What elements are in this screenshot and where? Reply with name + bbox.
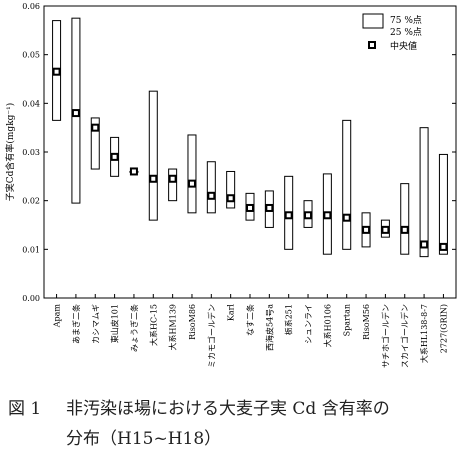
- y-tick-label: 0.06: [22, 2, 40, 11]
- median-marker-13: [304, 211, 313, 220]
- box-series: [52, 17, 448, 298]
- x-tick-label-3: 東山皮101: [110, 304, 120, 343]
- legend-median-marker: [368, 41, 376, 49]
- legend-median-label: 中央値: [390, 40, 417, 52]
- y-tick-label: 0.03: [22, 148, 40, 157]
- x-tick-label-13: シュンライ: [304, 304, 313, 344]
- x-tick-label-19: 大系HL138-8-7: [419, 304, 429, 363]
- caption-line-2: 分布（H15~H18）: [66, 429, 222, 449]
- box-7: [187, 134, 197, 214]
- legend-box-label-25: 25 %点: [390, 27, 422, 38]
- median-marker-7: [187, 179, 196, 188]
- x-tick-label-15: Spartan: [343, 304, 352, 336]
- x-tick-label-0: Apam: [53, 304, 62, 329]
- median-marker-3: [110, 152, 119, 161]
- box-19: [419, 127, 429, 258]
- x-tick-label-11: 西海皮54号a: [264, 304, 274, 351]
- x-tick-label-16: RisoM56: [362, 304, 371, 340]
- box-8: [206, 161, 216, 214]
- y-tick-label: 0.04: [22, 99, 40, 108]
- box-2: [90, 117, 100, 170]
- x-tick-label-9: Karl: [227, 304, 236, 322]
- median-marker-2: [91, 123, 100, 132]
- median-marker-8: [207, 191, 216, 200]
- figure-caption: 図 1 非汚染ほ場における大麦子実 Cd 含有率の 分布（H15~H18）: [8, 394, 458, 454]
- median-marker-16: [362, 225, 371, 234]
- x-tick-label-17: サチホゴールデン: [380, 304, 390, 368]
- box-15: [342, 119, 352, 250]
- median-marker-11: [265, 203, 274, 212]
- median-marker-6: [168, 174, 177, 183]
- median-marker-5: [149, 174, 158, 183]
- y-axis-label: 子実Cd含有率(mgkg⁻¹): [4, 103, 16, 202]
- caption-line-1: 非汚染ほ場における大麦子実 Cd 含有率の: [66, 399, 390, 419]
- x-tick-label-5: 大系HC-15: [148, 304, 158, 346]
- y-tick-label: 0.00: [22, 294, 40, 303]
- legend-box-swatch: [362, 13, 384, 29]
- y-tick-label: 0.02: [22, 197, 40, 206]
- box-18: [400, 183, 410, 255]
- median-marker-4: [129, 167, 138, 176]
- median-marker-9: [226, 194, 235, 203]
- x-axis-labels: Apam あまぎ二条 カシマムギ 東山皮101 みょうぎ二条 大系HC-15 大系HM139…: [53, 304, 449, 368]
- x-tick-label-8: ミカモゴールデン: [206, 304, 216, 368]
- y-tick-label: 0.01: [22, 245, 40, 254]
- x-tick-label-14: 大系H0106: [322, 304, 332, 347]
- median-marker-14: [323, 211, 332, 220]
- x-tick-label-7: RisoM86: [188, 304, 197, 340]
- box-6: [168, 168, 178, 202]
- median-marker-15: [342, 213, 351, 222]
- x-tick-label-10: なす二条: [245, 304, 255, 336]
- box-20: [438, 153, 448, 255]
- x-tick-label-1: あまぎ二条: [71, 304, 81, 344]
- legend-box-label-75: 75 %点: [390, 15, 422, 26]
- box-9: [226, 170, 236, 209]
- median-marker-1: [71, 109, 80, 118]
- median-marker-19: [420, 240, 429, 249]
- y-axis: 0.00 0.01 0.02 0.03 0.04 0.05 0.06: [22, 2, 456, 303]
- y-tick-label: 0.05: [22, 51, 40, 60]
- median-marker-0: [52, 67, 61, 76]
- median-marker-10: [246, 203, 254, 212]
- figure-number: 図 1: [8, 399, 42, 419]
- median-marker-17: [381, 225, 390, 234]
- x-tick-label-4: みょうぎ二条: [129, 304, 139, 352]
- median-marker-20: [439, 242, 448, 251]
- box-5: [148, 90, 158, 221]
- median-marker-18: [400, 225, 409, 234]
- x-tick-label-12: 栃系251: [284, 304, 294, 335]
- x-tick-label-6: 大系HM139: [168, 304, 178, 350]
- x-tick-label-2: カシマムギ: [91, 304, 100, 344]
- legend: 75 %点 25 %点 中央値: [362, 13, 422, 52]
- x-tick-label-20: 2727(GRIN): [439, 304, 448, 353]
- box-plot-chart: 0.00 0.01 0.02 0.03 0.04 0.05 0.06 子実Cd含有率(mgk…: [4, 2, 457, 368]
- x-tick-label-18: スカイゴールデン: [400, 304, 410, 368]
- median-marker-12: [284, 211, 293, 220]
